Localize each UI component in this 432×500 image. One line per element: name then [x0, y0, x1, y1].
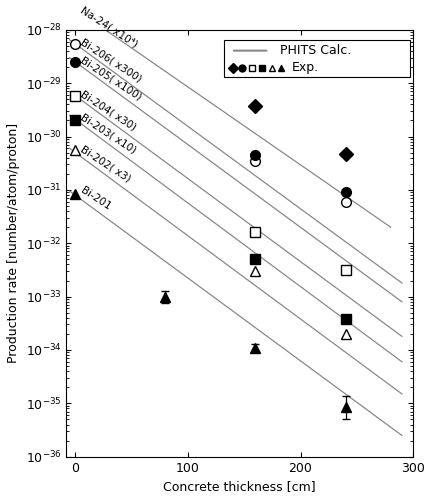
Text: Bi-205( x100): Bi-205( x100)	[79, 56, 143, 102]
X-axis label: Concrete thickness [cm]: Concrete thickness [cm]	[163, 480, 316, 493]
Text: Exp.: Exp.	[292, 61, 319, 74]
Text: Bi-203( x10): Bi-203( x10)	[79, 112, 138, 156]
Text: Na-24( x10⁴): Na-24( x10⁴)	[79, 6, 140, 50]
Text: Bi-201: Bi-201	[79, 186, 112, 212]
Text: Bi-204( x30): Bi-204( x30)	[79, 88, 138, 132]
Text: Bi-202( x3): Bi-202( x3)	[79, 144, 133, 184]
Bar	[224, 40, 410, 77]
Y-axis label: Production rate [number/atom/proton]: Production rate [number/atom/proton]	[7, 123, 20, 364]
Text: Bi-206( x300): Bi-206( x300)	[79, 36, 143, 84]
Text: PHITS Calc.: PHITS Calc.	[280, 44, 351, 57]
